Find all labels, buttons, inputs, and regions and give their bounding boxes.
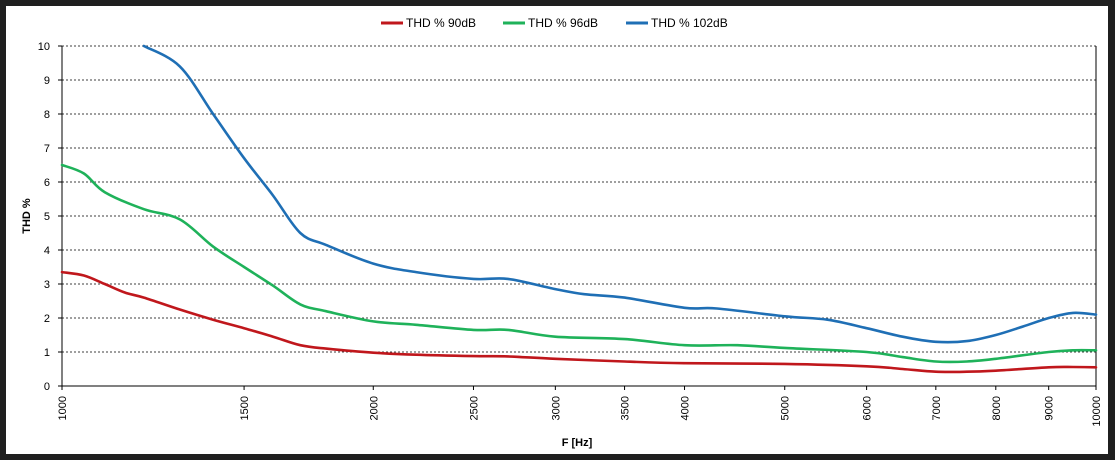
y-tick-label: 6 bbox=[44, 177, 50, 189]
y-tick-labels: 0 1 2 3 4 5 6 7 8 9 10 bbox=[38, 41, 50, 393]
x-tick-label: 1000 bbox=[57, 396, 69, 420]
y-tick-label: 0 bbox=[44, 381, 50, 393]
thd-line-chart: THD % 90dB THD % 96dB THD % 102dB 0 1 2 3 4 5 6 7… bbox=[21, 16, 1103, 449]
x-tick-labels: 1000 1500 2000 2500 3000 3500 4000 5000 6000 7000… bbox=[57, 396, 1103, 427]
x-tick-label: 3500 bbox=[620, 396, 632, 420]
x-axis-label: F [Hz] bbox=[562, 437, 593, 449]
legend-label-1: THD % 96dB bbox=[528, 16, 598, 30]
y-tick-label: 10 bbox=[38, 41, 50, 53]
y-tick-label: 5 bbox=[44, 211, 50, 223]
x-tick-label: 2000 bbox=[368, 396, 380, 420]
x-tick-label: 4000 bbox=[680, 396, 692, 420]
x-tick-label: 5000 bbox=[780, 396, 792, 420]
y-tick-label: 3 bbox=[44, 279, 50, 291]
legend-label-0: THD % 90dB bbox=[406, 16, 476, 30]
series-line-1 bbox=[60, 163, 1098, 364]
x-tick-label: 2500 bbox=[468, 396, 480, 420]
x-tick-label: 6000 bbox=[862, 396, 874, 420]
legend-label-2: THD % 102dB bbox=[651, 16, 728, 30]
y-tick-label: 1 bbox=[44, 347, 50, 359]
x-tick-label: 7000 bbox=[931, 396, 943, 420]
x-tick-label: 9000 bbox=[1044, 396, 1056, 420]
x-tick-label: 3000 bbox=[550, 396, 562, 420]
x-tick-label: 1500 bbox=[239, 396, 251, 420]
series-lines bbox=[60, 44, 1098, 374]
y-tick-label: 7 bbox=[44, 143, 50, 155]
y-tick-label: 8 bbox=[44, 109, 50, 121]
y-tick-label: 4 bbox=[44, 245, 50, 257]
y-tick-label: 2 bbox=[44, 313, 50, 325]
y-axis-label: THD % bbox=[21, 198, 33, 234]
grid-lines bbox=[62, 45, 1096, 353]
x-tick-label: 8000 bbox=[991, 396, 1003, 420]
x-tick-label: 10000 bbox=[1091, 396, 1103, 427]
series-line-2 bbox=[142, 44, 1098, 344]
chart-frame: THD % 90dB THD % 96dB THD % 102dB 0 1 2 3 4 5 6 7… bbox=[6, 6, 1108, 454]
y-tick-label: 9 bbox=[44, 75, 50, 87]
axes bbox=[58, 45, 1097, 390]
legend: THD % 90dB THD % 96dB THD % 102dB bbox=[381, 16, 728, 30]
series-line-0 bbox=[60, 270, 1098, 374]
